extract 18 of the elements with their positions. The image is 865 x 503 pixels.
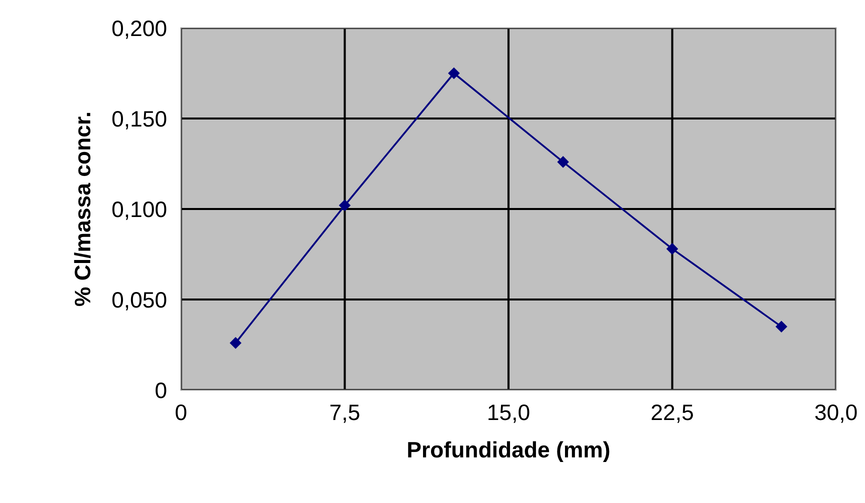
point	[666, 243, 678, 254]
x-tick-label: 7,5	[330, 404, 360, 423]
y-tick-label: 0,050	[112, 292, 166, 310]
point	[230, 337, 242, 349]
y-tick-label: 0,200	[112, 20, 166, 39]
y-tick-label: 0	[156, 382, 166, 398]
x-tick-label: 0	[176, 404, 186, 420]
point	[776, 321, 788, 332]
point	[448, 68, 460, 79]
y-axis-title: % Cl/massa concr.	[74, 112, 91, 306]
y-tick-label: 0,150	[112, 111, 166, 130]
x-tick-label: 30,0	[815, 404, 857, 423]
x-tick-label: 15,0	[488, 404, 530, 423]
x-tick-label: 22,5	[652, 404, 693, 423]
point	[339, 200, 350, 211]
y-tick-label: 0,100	[112, 202, 166, 220]
point	[557, 156, 569, 168]
x-axis-title: Profundidade (mm)	[408, 441, 610, 462]
